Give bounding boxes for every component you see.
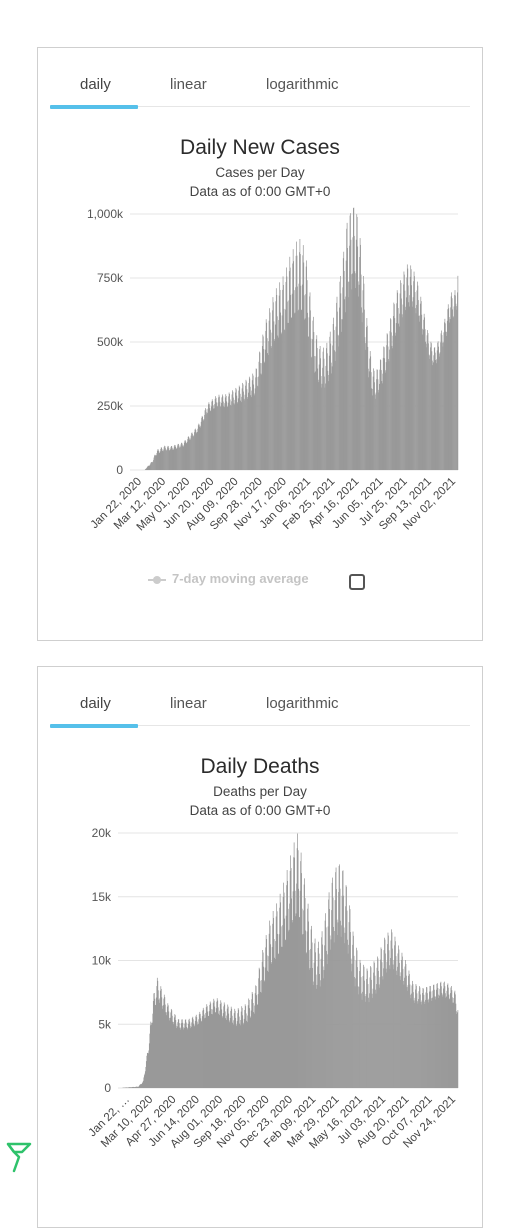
line-dot-legend-icon xyxy=(148,575,166,585)
y-tick-labels: 0 250k 500k 750k 1,000k xyxy=(87,207,124,477)
chart-subtitle: Cases per Day xyxy=(215,165,305,180)
chart-subtitle: Deaths per Day xyxy=(213,784,307,799)
y-tick-label: 5k xyxy=(98,1017,112,1031)
bar xyxy=(458,276,459,470)
green-flag-logo-icon xyxy=(5,1140,33,1174)
cases-chart-card: daily linear logarithmic Daily New Cases… xyxy=(37,47,483,641)
deaths-chart: Daily Deaths Deaths per Day Data as of 0… xyxy=(38,667,482,1227)
y-tick-label: 0 xyxy=(116,463,123,477)
legend-label: 7-day moving average xyxy=(172,571,309,586)
y-tick-label: 500k xyxy=(97,335,124,349)
y-tick-label: 0 xyxy=(104,1081,111,1095)
deaths-chart-card: daily linear logarithmic Daily Deaths De… xyxy=(37,666,483,1228)
chart-title: Daily New Cases xyxy=(180,136,340,159)
moving-average-checkbox[interactable] xyxy=(349,574,365,590)
chart-note: Data as of 0:00 GMT+0 xyxy=(190,184,331,199)
y-tick-label: 20k xyxy=(92,826,112,840)
chart-note: Data as of 0:00 GMT+0 xyxy=(190,803,331,818)
moving-average-legend[interactable]: 7-day moving average xyxy=(148,571,309,586)
bar xyxy=(458,1010,459,1088)
bars xyxy=(145,208,458,470)
y-tick-label: 10k xyxy=(92,954,112,968)
y-tick-label: 1,000k xyxy=(87,207,124,221)
cases-chart: Daily New Cases Cases per Day Data as of… xyxy=(38,48,482,640)
y-tick-label: 750k xyxy=(97,271,124,285)
chart-title: Daily Deaths xyxy=(200,755,319,778)
y-tick-labels: 0 5k 10k 15k 20k xyxy=(92,826,112,1095)
y-tick-label: 250k xyxy=(97,399,124,413)
y-tick-label: 15k xyxy=(92,890,112,904)
